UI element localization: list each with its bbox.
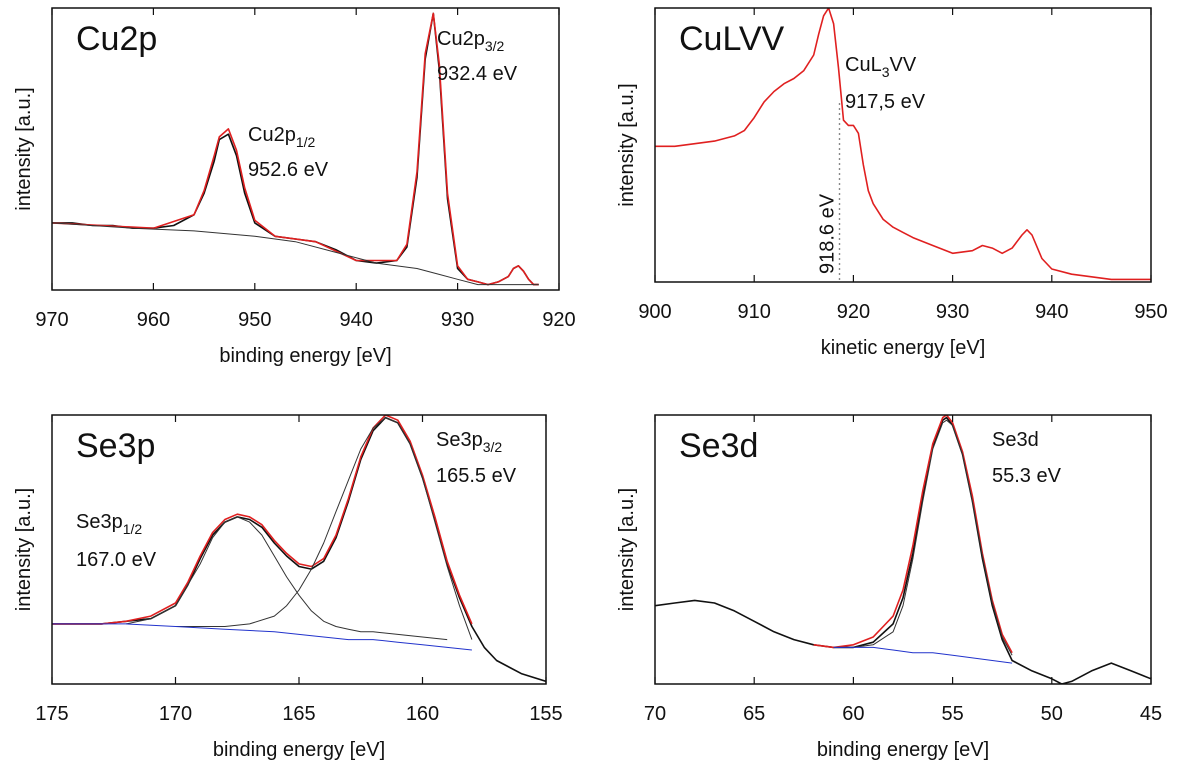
peak-label-name: Cu2p	[248, 124, 296, 146]
x-tick-label: 950	[1134, 301, 1167, 323]
x-tick-label: 50	[1041, 703, 1063, 725]
peak-label: Se3d	[992, 429, 1039, 451]
peak-label: Se3p3/2	[436, 429, 502, 455]
panel-culvv: 918.6 eV 900 910 920 930 940 950 kinetic energy…	[616, 7, 1168, 359]
peak-energy-label: 167.0 eV	[76, 549, 157, 571]
x-axis-title: kinetic energy [eV]	[821, 337, 986, 359]
x-tick-label: 940	[340, 309, 373, 331]
x-axis-title: binding energy [eV]	[219, 345, 391, 367]
x-tick-label: 60	[842, 703, 864, 725]
peak-label-name: Se3p	[436, 429, 483, 451]
peak-energy-label: 932.4 eV	[437, 63, 518, 85]
series-component-3-2	[175, 417, 473, 640]
panel-se3p: 175 170 165 160 155 binding energy [eV] intens…	[13, 414, 563, 761]
series-component-1-2	[125, 516, 448, 641]
x-axis-title: binding energy [eV]	[817, 739, 989, 761]
series-background	[52, 623, 472, 651]
plot-frame	[654, 7, 1152, 283]
y-axis-title: intensity [a.u.]	[13, 87, 35, 210]
x-tick-label: 960	[137, 309, 170, 331]
peak-label-subscript: 3/2	[485, 38, 505, 54]
peak-label-name: CuL	[845, 54, 882, 76]
x-tick-label: 940	[1035, 301, 1068, 323]
panel-cu2p: 970 960 950 940 930 920 binding energy [eV] int…	[13, 7, 576, 367]
x-tick-label: 55	[941, 703, 963, 725]
peak-label: Cu2p3/2	[437, 28, 504, 54]
y-axis-title: intensity [a.u.]	[616, 488, 638, 611]
peak-label-suffix: VV	[890, 54, 917, 76]
x-tick-label: 910	[738, 301, 771, 323]
peak-label: Cu2p1/2	[248, 124, 315, 150]
x-tick-label: 920	[542, 309, 575, 331]
x-tick-label: 160	[406, 703, 439, 725]
series-measured	[655, 416, 1151, 684]
series-fit	[52, 12, 539, 286]
panel-se3d: 70 65 60 55 50 45 binding energy [eV] intensity…	[616, 414, 1162, 761]
series-measured	[655, 8, 1151, 281]
series-measured	[52, 416, 546, 683]
series-background	[52, 222, 539, 286]
x-tick-label: 155	[529, 703, 562, 725]
series-background	[833, 646, 1013, 664]
x-axis-title: binding energy [eV]	[213, 739, 385, 761]
x-tick-label: 930	[441, 309, 474, 331]
x-tick-label: 70	[644, 703, 666, 725]
peak-label: Se3p1/2	[76, 511, 142, 537]
x-tick-label: 920	[837, 301, 870, 323]
peak-label-subscript: 3/2	[483, 439, 503, 455]
panel-title: CuLVV	[679, 20, 785, 58]
series-fit	[52, 415, 473, 625]
x-tick-label: 65	[743, 703, 765, 725]
peak-energy-label: 917,5 eV	[845, 91, 926, 113]
series-fit	[813, 415, 1013, 654]
x-tick-label: 970	[35, 309, 68, 331]
plot-frame	[51, 7, 560, 291]
x-tick-label: 950	[238, 309, 271, 331]
peak-label-name: Cu2p	[437, 28, 485, 50]
peak-label-subscript: 1/2	[296, 134, 316, 150]
plot-frame	[654, 414, 1152, 685]
x-tick-label: 165	[282, 703, 315, 725]
y-axis-title: intensity [a.u.]	[13, 488, 35, 611]
y-axis-title: intensity [a.u.]	[616, 83, 638, 206]
x-tick-label: 900	[638, 301, 671, 323]
peak-label-name: Se3p	[76, 511, 123, 533]
x-tick-label: 170	[159, 703, 192, 725]
peak-label: CuL3VV	[845, 54, 917, 80]
panel-title: Se3d	[679, 427, 758, 465]
x-tick-label: 175	[35, 703, 68, 725]
x-tick-label: 930	[936, 301, 969, 323]
peak-label-subscript: 3	[882, 64, 890, 80]
peak-label-subscript: 1/2	[123, 521, 143, 537]
peak-energy-label: 952.6 eV	[248, 159, 329, 181]
series-component	[833, 419, 1013, 656]
panel-title: Se3p	[76, 427, 155, 465]
reference-line-label: 918.6 eV	[817, 193, 839, 274]
panel-title: Cu2p	[76, 20, 157, 58]
x-tick-label: 45	[1140, 703, 1162, 725]
peak-energy-label: 55.3 eV	[992, 465, 1062, 487]
peak-label-name: Se3d	[992, 429, 1039, 451]
peak-energy-label: 165.5 eV	[436, 465, 517, 487]
